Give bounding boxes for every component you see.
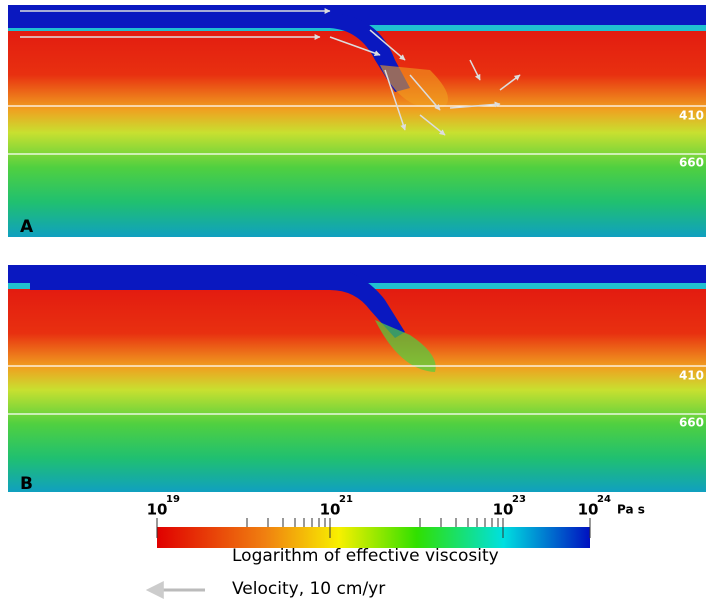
- panel-label: B: [20, 474, 33, 494]
- arrow: [499, 74, 521, 91]
- depth-label: 660: [679, 416, 704, 430]
- arrow: [329, 36, 381, 56]
- velocity-arrows: [20, 8, 521, 136]
- tick-exponent: 21: [339, 494, 353, 505]
- tick-base: 10: [147, 501, 168, 519]
- slab: [8, 14, 410, 92]
- model-field: [8, 5, 706, 237]
- colorbar-title: Logarithm of effective viscosity: [232, 546, 499, 566]
- tick-exponent: 23: [512, 494, 526, 505]
- colorbar-labels: 10 19 10 21 10 23 10 24 Pa s: [147, 494, 645, 519]
- panel-a: A 410 660: [8, 5, 706, 237]
- velocity-legend: Velocity, 10 cm/yr: [145, 579, 385, 599]
- slab: [30, 270, 405, 338]
- depth-label: 660: [679, 156, 704, 170]
- tick-exponent: 24: [597, 494, 611, 505]
- arrow: [419, 114, 446, 136]
- depth-label: 410: [679, 369, 704, 383]
- model-field: [8, 265, 706, 492]
- arrow: [449, 101, 501, 109]
- panel-b: B 410 660: [8, 265, 706, 494]
- colorbar-scale: [157, 527, 590, 548]
- colorbar-ticks: [156, 518, 591, 538]
- tick-base: 10: [578, 501, 599, 519]
- arrow: [369, 29, 406, 61]
- panel-label: A: [20, 217, 34, 237]
- tick-exponent: 19: [166, 494, 180, 505]
- arrow: [409, 74, 441, 111]
- colorbar: 10 19 10 21 10 23 10 24 Pa s Logarithm o…: [147, 494, 645, 566]
- tick-base: 10: [320, 501, 341, 519]
- arrow: [384, 69, 407, 131]
- tick-base: 10: [493, 501, 514, 519]
- legend-label: Velocity, 10 cm/yr: [232, 579, 385, 599]
- depth-label: 410: [679, 109, 704, 123]
- slab-tip: [375, 320, 436, 372]
- arrow: [469, 59, 481, 81]
- unit: Pa s: [617, 503, 645, 517]
